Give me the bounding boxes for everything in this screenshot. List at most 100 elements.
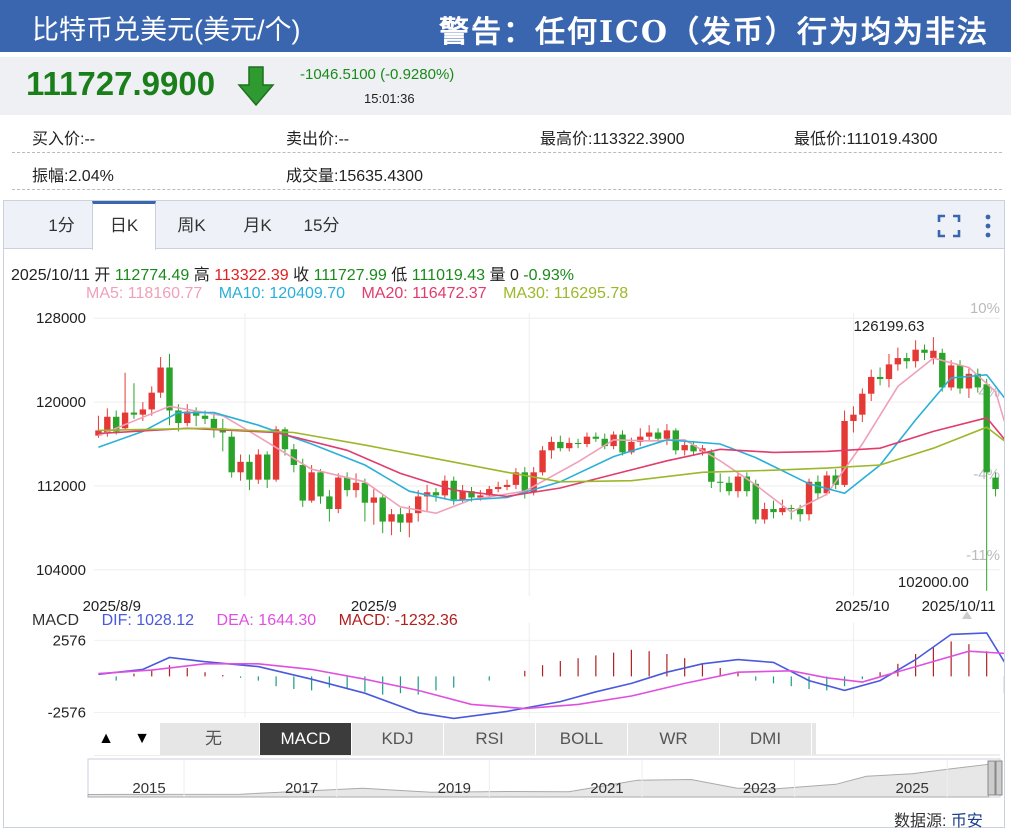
indicator-dmi[interactable]: DMI (720, 723, 812, 755)
candle-body (477, 495, 484, 498)
tab-monthly[interactable]: 月K (243, 216, 272, 235)
candle-body (734, 476, 742, 492)
ma30-legend: MA30: 116295.78 (503, 285, 629, 302)
range-handle-right (995, 760, 1003, 796)
candle-body (974, 373, 981, 388)
indicator-none[interactable]: 无 (168, 723, 260, 755)
ma-line-ma5 (98, 357, 1004, 515)
ma20-legend: MA20: 116472.37 (361, 285, 487, 302)
candle-body (166, 367, 173, 411)
candle-body (663, 430, 671, 439)
candle-body (601, 438, 608, 447)
indicator-boll[interactable]: BOLL (536, 723, 628, 755)
high-value: 113322.39 (214, 267, 289, 284)
period-tabs: 1分 日K 周K 月K 15分 (4, 201, 1004, 250)
candle-body (681, 445, 688, 451)
tab-daily[interactable]: 日K (92, 201, 156, 250)
dif-legend: DIF: 1028.12 (101, 612, 195, 629)
candle-body (539, 450, 546, 473)
candle-body (343, 477, 351, 491)
volume-label: 量 (489, 267, 506, 284)
candle-body (494, 486, 502, 490)
candle-body (903, 358, 910, 362)
low-label: 低 (391, 267, 408, 284)
candle-body (947, 365, 955, 388)
candle-body (335, 477, 342, 510)
candle-body (299, 464, 306, 501)
indicator-wr[interactable]: WR (628, 723, 720, 755)
candle-body (175, 410, 182, 424)
down-arrow-icon (237, 66, 275, 107)
candle-body (859, 393, 866, 415)
candle-body (992, 477, 999, 490)
macd-legend: MACD DIF: 1028.12 DEA: 1644.30 MACD: -12… (32, 612, 476, 630)
candle-body (557, 441, 564, 449)
scroll-down-button[interactable]: ▼ (124, 723, 160, 755)
scroll-up-button[interactable]: ▲ (88, 723, 124, 755)
more-options-icon[interactable] (982, 213, 994, 239)
macd-name: MACD (32, 612, 80, 629)
indicator-rsi[interactable]: RSI (444, 723, 536, 755)
candle-body (370, 497, 377, 503)
tab-1min[interactable]: 1分 (48, 216, 75, 235)
candle-body (290, 449, 298, 465)
bid-price: 买入价:-- (32, 131, 96, 148)
low-price: 最低价:111019.4300 (794, 131, 938, 148)
range-year-tick: 2025 (896, 780, 929, 797)
candle-body (965, 373, 973, 389)
tab-15min[interactable]: 15分 (303, 216, 340, 235)
candle-body (468, 491, 475, 498)
candle-body (939, 352, 946, 388)
candle-body (885, 364, 893, 380)
macd-y-tick: 2576 (53, 632, 86, 649)
source-link[interactable]: 币安 (950, 813, 983, 830)
tab-weekly[interactable]: 周K (177, 216, 206, 235)
candle-body (281, 429, 289, 450)
pct-tick: 10% (970, 300, 1000, 317)
candle-body (459, 491, 466, 500)
candle-body (743, 476, 751, 492)
indicator-kdj[interactable]: KDJ (352, 723, 444, 755)
min-price-label: 102000.00 (898, 574, 969, 591)
quote-time: 15:01:36 (364, 91, 415, 106)
candle-body (850, 414, 857, 421)
candle-body (317, 472, 324, 497)
ma-legend: MA5: 118160.77 MA10: 120409.70 MA20: 116… (86, 285, 640, 303)
high-price: 最高价:113322.3900 (540, 131, 685, 148)
candle-body (912, 349, 919, 362)
candle-body (432, 492, 440, 496)
candle-body (308, 472, 315, 501)
volume-value: 0 (509, 267, 519, 284)
candle-body (796, 509, 804, 515)
candle-body (228, 436, 235, 473)
low-value: 111019.43 (411, 267, 486, 284)
candle-body (788, 507, 795, 510)
fullscreen-icon[interactable] (937, 214, 961, 238)
candle-body (770, 509, 777, 513)
date-x-tick: 2025/9 (351, 598, 397, 615)
candle-body (592, 436, 600, 439)
price-y-tick: 104000 (36, 562, 86, 579)
candle-body (264, 454, 271, 480)
ma-line-ma20 (98, 416, 1004, 498)
candle-body (406, 513, 413, 523)
candle-body (184, 411, 191, 424)
max-price-label: 126199.63 (854, 318, 925, 335)
ma10-legend: MA10: 120409.70 (218, 285, 346, 302)
candle-body (814, 481, 822, 494)
macd-y-tick: -2576 (48, 704, 86, 721)
candle-body (503, 484, 511, 487)
chart-canvas[interactable]: 12800012000011200010400010%4%-4%-11%1261… (4, 201, 1004, 827)
candle-body (654, 432, 662, 439)
price-y-tick: 112000 (37, 478, 86, 495)
candle-body (512, 472, 520, 485)
amplitude: 振幅:2.04% (32, 168, 114, 185)
open-label: 开 (94, 267, 111, 284)
candle-body (397, 514, 404, 523)
range-year-tick: 2017 (285, 780, 318, 797)
indicator-macd[interactable]: MACD (260, 723, 352, 755)
high-label: 高 (193, 267, 210, 284)
candle-body (352, 482, 360, 491)
price-change: -1046.5100 (-0.9280%) (300, 66, 455, 83)
candle-body (415, 496, 422, 514)
